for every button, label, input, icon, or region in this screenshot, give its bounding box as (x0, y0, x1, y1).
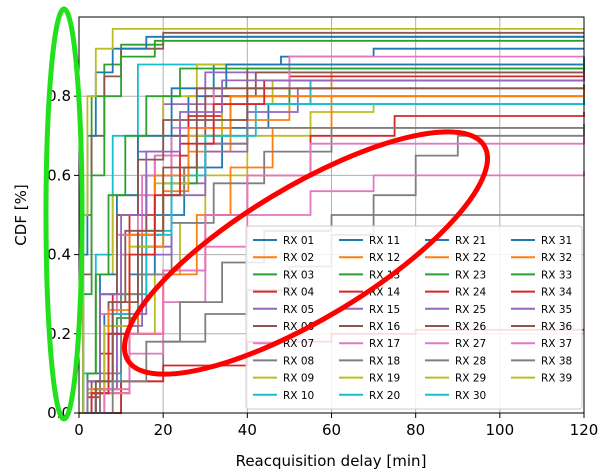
legend-label: RX 26 (455, 321, 487, 333)
y-axis-label: CDF [%] (12, 184, 30, 245)
legend-label: RX 39 (541, 373, 572, 385)
legend-label: RX 27 (455, 338, 486, 350)
legend-label: RX 38 (541, 355, 572, 367)
legend-label: RX 22 (455, 252, 486, 264)
legend-label: RX 16 (369, 321, 401, 333)
legend-label: RX 17 (369, 338, 400, 350)
legend-label: RX 07 (283, 338, 314, 350)
legend-label: RX 01 (283, 235, 314, 247)
legend-label: RX 15 (369, 304, 400, 316)
legend-label: RX 31 (541, 235, 572, 247)
series-line-rx-35 (79, 72, 585, 414)
x-axis-label: Reacquisition delay [min] (236, 452, 427, 470)
legend-label: RX 35 (541, 304, 572, 316)
series-line-rx-34 (79, 76, 585, 414)
legend-label: RX 34 (541, 287, 573, 299)
legend-label: RX 02 (283, 252, 314, 264)
legend-box (245, 225, 583, 410)
legend-label: RX 08 (283, 355, 314, 367)
legend-label: RX 12 (369, 252, 400, 264)
y-tick-label: 0.4 (47, 246, 71, 264)
legend-label: RX 25 (455, 304, 486, 316)
red-highlight-ellipse (121, 129, 491, 377)
legend-label: RX 30 (455, 390, 486, 402)
legend-label: RX 19 (369, 373, 400, 385)
y-tick-label: 0.2 (47, 325, 71, 343)
y-tick-label: 0.8 (47, 87, 71, 105)
series-line-rx-36 (79, 84, 585, 414)
legend-label: RX 32 (541, 252, 572, 264)
series-line-rx-33 (79, 60, 585, 414)
legend-label: RX 36 (541, 321, 573, 333)
legend-label: RX 29 (455, 373, 486, 385)
series-lines (79, 28, 585, 414)
legend-label: RX 33 (541, 269, 572, 281)
x-tick-label: 0 (74, 421, 84, 439)
legend-label: RX 09 (283, 373, 314, 385)
legend-label: RX 10 (283, 390, 314, 402)
x-tick-label: 100 (486, 421, 515, 439)
x-tick-label: 60 (322, 421, 341, 439)
legend-label: RX 23 (455, 269, 486, 281)
legend-label: RX 04 (283, 287, 315, 299)
legend-label: RX 28 (455, 355, 486, 367)
x-tick-label: 40 (238, 421, 257, 439)
legend-label: RX 24 (455, 287, 487, 299)
legend-label: RX 20 (369, 390, 400, 402)
series-line-rx-39 (79, 28, 584, 414)
y-tick-label: 0.6 (47, 166, 71, 184)
legend-label: RX 03 (283, 269, 314, 281)
legend-label: RX 11 (369, 235, 400, 247)
x-tick-label: 80 (406, 421, 425, 439)
legend-label: RX 21 (455, 235, 486, 247)
x-tick-label: 120 (570, 421, 599, 439)
legend-label: RX 37 (541, 338, 572, 350)
green-highlight-ellipse (43, 6, 85, 422)
legend-label: RX 14 (369, 287, 401, 299)
legend-label: RX 18 (369, 355, 400, 367)
x-tick-label: 20 (154, 421, 173, 439)
legend-label: RX 05 (283, 304, 314, 316)
